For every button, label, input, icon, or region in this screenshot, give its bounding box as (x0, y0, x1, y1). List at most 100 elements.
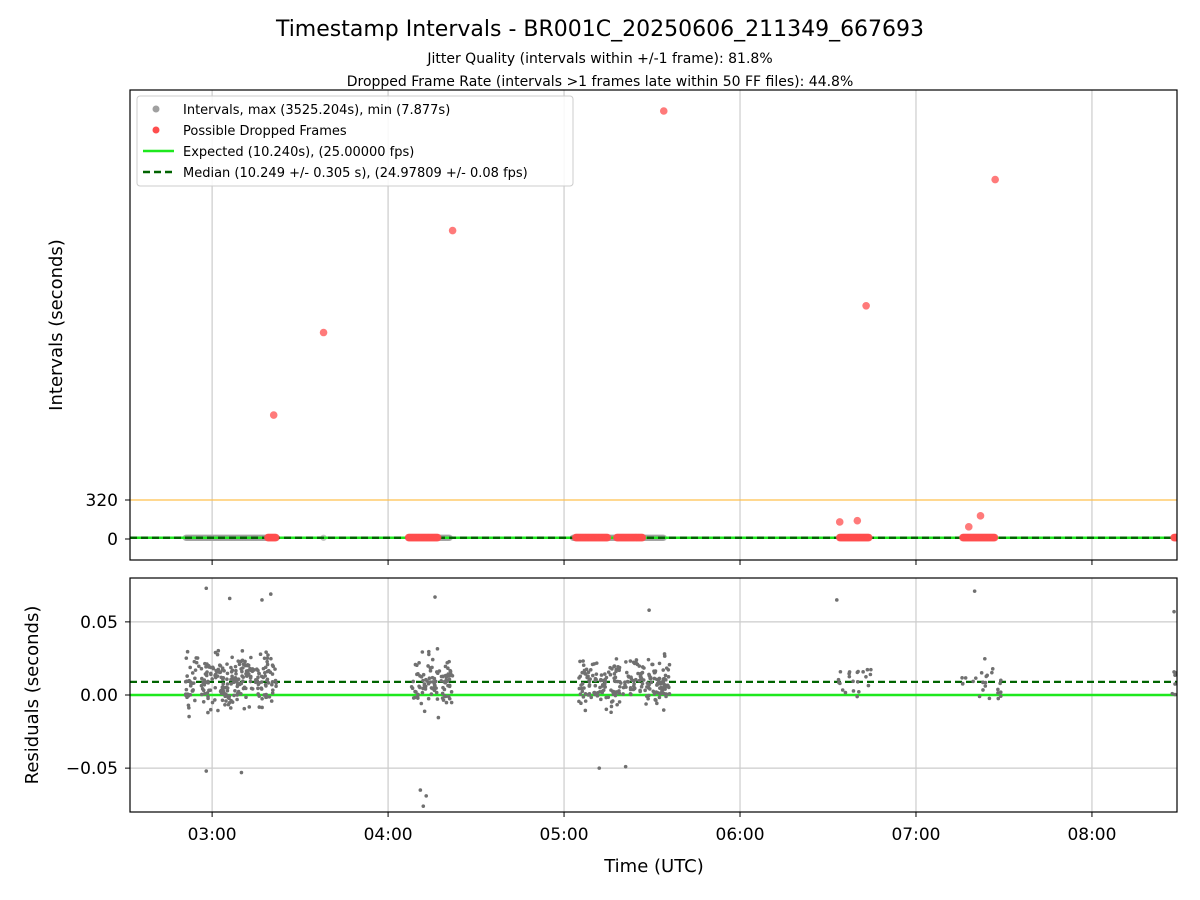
residual-point (577, 699, 581, 704)
residual-point (204, 673, 209, 678)
residual-point (240, 669, 244, 674)
residual-point (998, 681, 1002, 686)
residual-point (972, 589, 977, 593)
residual-point (258, 652, 263, 656)
residual-point (273, 667, 277, 671)
residual-point (1173, 673, 1177, 677)
residual-point (225, 688, 230, 693)
residual-point (227, 596, 232, 601)
residual-point (210, 677, 214, 681)
residual-point (598, 685, 602, 690)
residual-point (413, 695, 417, 700)
intervals-panel: 0 320 (86, 89, 1178, 565)
residual-point (443, 694, 448, 699)
residual-point (666, 675, 671, 679)
dropped-frame-point (448, 226, 457, 235)
residual-point (200, 687, 205, 691)
residual-point (185, 695, 189, 700)
dropped-frame-point (990, 533, 999, 542)
residual-point (960, 675, 964, 680)
top-panel-frame (129, 89, 1178, 561)
residual-point (263, 682, 268, 687)
residual-point (449, 690, 454, 694)
residual-point (434, 690, 439, 695)
residual-point (646, 657, 651, 662)
residual-point (621, 692, 625, 696)
residual-point (266, 653, 270, 657)
residual-point (595, 693, 600, 698)
residual-point (836, 677, 841, 682)
residual-point (602, 682, 607, 686)
residual-point (199, 692, 204, 697)
residual-point (664, 694, 668, 699)
residual-point (604, 695, 608, 700)
bottom-y-tick-label: 0.05 (80, 613, 118, 633)
residual-point (236, 659, 241, 663)
residual-point (420, 650, 425, 654)
residual-point (589, 695, 594, 700)
residual-point (603, 685, 607, 689)
residual-point (665, 683, 670, 688)
residual-point (417, 661, 421, 665)
residual-point (609, 704, 614, 709)
residual-point (446, 666, 450, 671)
residual-point (652, 692, 657, 696)
residual-point (604, 707, 609, 712)
residual-point (241, 686, 246, 691)
residual-point (583, 699, 588, 703)
residual-point (628, 659, 633, 663)
residual-point (638, 674, 643, 679)
residual-point (628, 685, 633, 690)
residual-point (183, 692, 188, 696)
residual-point (426, 696, 431, 701)
residual-point (422, 709, 427, 714)
residual-point (594, 677, 598, 682)
residual-point (444, 677, 449, 682)
residual-point (233, 664, 238, 669)
residual-point (653, 669, 658, 673)
residual-point (265, 678, 269, 683)
legend-box (136, 95, 574, 187)
top-plot-area (130, 107, 1177, 542)
top-y-axis-label: Intervals (seconds) (46, 239, 67, 411)
residual-point (256, 686, 260, 691)
residual-point (213, 685, 218, 690)
dropped-frame-point (991, 175, 999, 184)
residual-point (647, 674, 652, 678)
residual-point (235, 682, 240, 687)
residual-point (979, 671, 984, 675)
residual-point (647, 693, 651, 698)
residual-point (416, 671, 420, 676)
residual-point (197, 664, 201, 669)
residual-point (963, 676, 968, 680)
residual-point (996, 691, 1000, 695)
dropped-frame-point (1172, 533, 1177, 542)
residual-point (1173, 692, 1177, 697)
bottom-y-tick-label: −0.05 (66, 759, 118, 779)
residual-point (586, 693, 591, 697)
residual-point (221, 682, 226, 686)
residual-point (661, 668, 666, 672)
residual-point (614, 667, 619, 672)
residual-point (413, 662, 418, 667)
dropped-frame-point (319, 328, 328, 337)
residual-point (647, 687, 652, 691)
residual-point (264, 650, 268, 654)
residual-point (208, 707, 213, 712)
residual-point (235, 697, 239, 702)
residual-point (205, 691, 210, 695)
residual-point (426, 649, 431, 654)
legend-intervals-marker (152, 105, 160, 113)
residual-point (599, 673, 604, 677)
residual-point (446, 683, 450, 688)
residual-point (583, 672, 588, 676)
residual-point (225, 686, 230, 690)
residual-point (223, 694, 227, 699)
x-tick-label: 07:00 (891, 825, 940, 845)
residual-point (864, 674, 868, 679)
residual-point (640, 670, 645, 675)
residual-point (233, 689, 237, 693)
residual-point (588, 667, 593, 672)
residual-point (428, 669, 433, 673)
residual-point (444, 700, 449, 705)
